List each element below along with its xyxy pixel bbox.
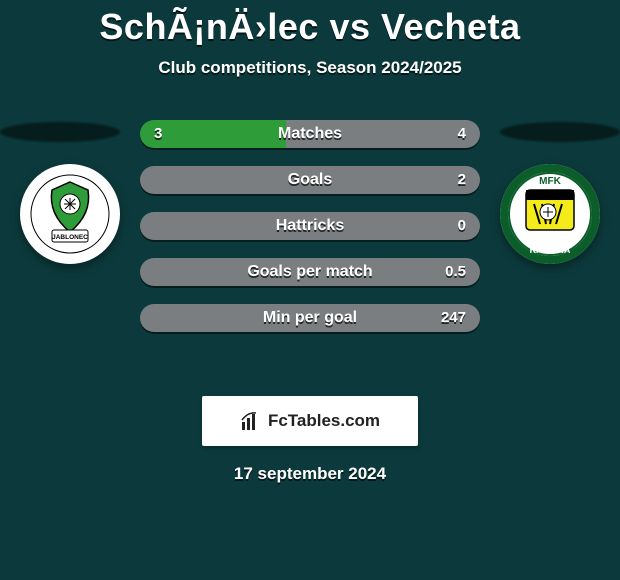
page-subtitle: Club competitions, Season 2024/2025 bbox=[0, 58, 620, 78]
stat-value-right: 247 bbox=[441, 304, 466, 332]
page-title: SchÃ¡nÄ›lec vs Vecheta bbox=[0, 0, 620, 48]
badge-right-text: KARVINÁ bbox=[530, 245, 571, 255]
bar-track bbox=[140, 258, 480, 286]
stat-bars: 34Matches2Goals0Hattricks0.5Goals per ma… bbox=[140, 120, 480, 350]
bar-track bbox=[140, 212, 480, 240]
team-badge-left: JABLONEC bbox=[20, 164, 120, 264]
stat-row: 34Matches bbox=[140, 120, 480, 148]
stage: JABLONEC MFK KARVINÁ 34Matches2Goals0Hat… bbox=[0, 106, 620, 386]
shadow-left bbox=[0, 122, 120, 142]
bar-track bbox=[140, 304, 480, 332]
bar-track bbox=[140, 120, 480, 148]
stat-row: 0Hattricks bbox=[140, 212, 480, 240]
stat-value-right: 2 bbox=[458, 166, 466, 194]
bar-right-fill bbox=[140, 304, 480, 332]
bar-track bbox=[140, 166, 480, 194]
shadow-right bbox=[500, 122, 620, 142]
stat-row: 0.5Goals per match bbox=[140, 258, 480, 286]
stat-value-right: 0 bbox=[458, 212, 466, 240]
badge-left-text: JABLONEC bbox=[52, 234, 88, 241]
bar-right-fill bbox=[140, 166, 480, 194]
bars-chart-icon bbox=[240, 410, 262, 432]
stat-value-right: 0.5 bbox=[445, 258, 466, 286]
stat-row: 2Goals bbox=[140, 166, 480, 194]
bar-right-fill bbox=[140, 212, 480, 240]
stat-value-left: 3 bbox=[154, 120, 162, 148]
comparison-infographic: SchÃ¡nÄ›lec vs Vecheta Club competitions… bbox=[0, 0, 620, 580]
karvina-crest-icon: MFK KARVINÁ bbox=[500, 164, 600, 264]
stat-row: 247Min per goal bbox=[140, 304, 480, 332]
brand-box: FcTables.com bbox=[202, 396, 418, 446]
bar-right-fill bbox=[286, 120, 480, 148]
badge-right-abbrev: MFK bbox=[539, 176, 561, 187]
stat-value-right: 4 bbox=[458, 120, 466, 148]
date-text: 17 september 2024 bbox=[0, 464, 620, 484]
team-badge-right: MFK KARVINÁ bbox=[500, 164, 600, 264]
bar-right-fill bbox=[140, 258, 480, 286]
brand-text: FcTables.com bbox=[268, 411, 380, 431]
jablonec-crest-icon: JABLONEC bbox=[30, 174, 110, 254]
